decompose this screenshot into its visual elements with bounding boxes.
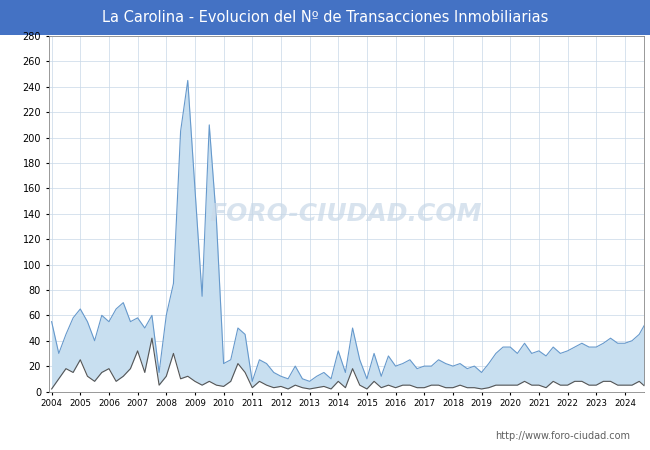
Text: La Carolina - Evolucion del Nº de Transacciones Inmobiliarias: La Carolina - Evolucion del Nº de Transa… <box>102 10 548 25</box>
Text: FORO-CIUDAD.COM: FORO-CIUDAD.COM <box>210 202 482 226</box>
Text: http://www.foro-ciudad.com: http://www.foro-ciudad.com <box>495 431 630 441</box>
